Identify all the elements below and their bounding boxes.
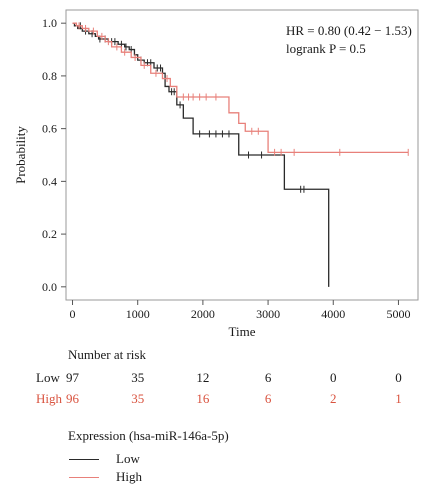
y-tick-label: 0.6 [42,122,57,136]
risk-value-high: 96 [66,391,80,406]
risk-value-high: 1 [395,391,402,406]
y-tick-label: 0.2 [42,227,57,241]
y-tick-label: 1.0 [42,16,57,30]
y-axis: 0.0 0.2 0.4 0.6 0.8 1.0 [42,16,66,294]
hr-annotation: HR = 0.80 (0.42 − 1.53) [286,23,412,38]
risk-value-low: 0 [330,370,337,385]
y-tick-label: 0.4 [42,174,57,188]
legend-low-line [69,459,99,460]
survival-curve-high [72,22,409,154]
y-axis-label: Probability [13,126,28,184]
legend-high-line [69,477,99,478]
risk-table-title: Number at risk [68,347,146,362]
risk-value-high: 6 [264,391,272,406]
risk-value-low: 35 [131,370,145,385]
risk-value-low: 97 [66,370,80,385]
plot-frame [65,9,419,301]
risk-value-high: 2 [330,391,337,406]
x-tick-label: 1000 [126,307,150,321]
series-layer [72,22,409,287]
x-tick-label: 2000 [191,307,215,321]
risk-value-high: 16 [196,391,210,406]
legend-low-label: Low [116,451,140,466]
risk-value-low: 0 [395,370,402,385]
x-axis-label: Time [229,324,256,339]
x-axis: 0 1000 2000 3000 4000 5000 [70,300,410,321]
risk-value-high: 35 [131,391,145,406]
y-tick-label: 0.0 [42,280,57,294]
risk-value-low: 12 [196,370,210,385]
x-tick-label: 4000 [321,307,345,321]
legend-title: Expression (hsa-miR-146a-5p) [68,428,229,443]
x-tick-label: 0 [70,307,76,321]
x-tick-label: 3000 [256,307,280,321]
risk-row-low-label: Low [36,370,60,385]
y-tick-label: 0.8 [42,69,57,83]
survival-curve-low [72,22,330,287]
logrank-annotation: logrank P = 0.5 [286,41,366,56]
risk-row-high-label: High [36,391,62,406]
legend-high-label: High [116,469,142,484]
risk-value-low: 6 [264,370,272,385]
x-tick-label: 5000 [386,307,410,321]
